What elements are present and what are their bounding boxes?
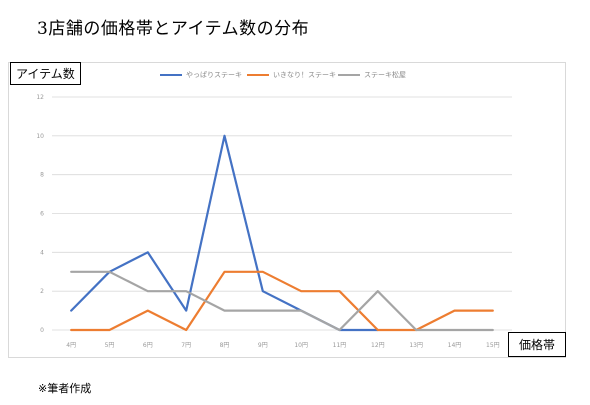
y-tick-label-0: 0: [40, 327, 44, 334]
x-tick-label-10: 14円: [448, 342, 462, 349]
x-tick-label-6: 10円: [294, 342, 308, 349]
y-axis-label: アイテム数: [10, 62, 81, 85]
y-tick-label-1: 2: [40, 288, 44, 295]
legend-swatch-series-3: [338, 74, 360, 76]
y-tick-label-5: 10: [36, 133, 44, 140]
x-tick-label-4: 8円: [220, 342, 230, 349]
legend-label-series-2: いきなり！ステーキ: [273, 71, 336, 79]
x-tick-label-0: 4円: [66, 342, 76, 349]
x-tick-label-3: 7円: [181, 342, 191, 349]
x-tick-label-9: 13円: [409, 342, 423, 349]
legend-label-series-1: やっぱりステーキ: [186, 71, 242, 79]
series-line-2: [70, 270, 494, 332]
legend-item-series-3: ステーキ松屋: [338, 70, 406, 80]
x-tick-label-11: 15円: [486, 342, 500, 349]
x-tick-label-7: 11円: [333, 342, 347, 349]
y-tick-label-3: 6: [40, 211, 44, 218]
legend-item-series-1: やっぱりステーキ: [160, 70, 242, 80]
legend-label-series-3: ステーキ松屋: [364, 71, 406, 79]
x-axis-label: 価格帯: [508, 332, 567, 357]
chart-frame: [8, 62, 566, 358]
x-tick-label-2: 6円: [143, 342, 153, 349]
x-tick-label-5: 9円: [258, 342, 268, 349]
page-title: 3店舗の価格帯とアイテム数の分布: [37, 19, 310, 39]
legend-swatch-series-1: [160, 74, 182, 76]
legend-swatch-series-2: [247, 74, 269, 76]
x-tick-label-8: 12円: [371, 342, 385, 349]
y-tick-label-4: 8: [40, 172, 44, 179]
x-tick-label-1: 5円: [105, 342, 115, 349]
y-tick-label-6: 12: [36, 94, 44, 101]
footnote: ※筆者作成: [38, 382, 92, 395]
legend-item-series-2: いきなり！ステーキ: [247, 70, 336, 80]
series-line-1: [70, 134, 379, 332]
y-tick-label-2: 4: [40, 249, 44, 256]
series-line-3: [70, 270, 494, 332]
